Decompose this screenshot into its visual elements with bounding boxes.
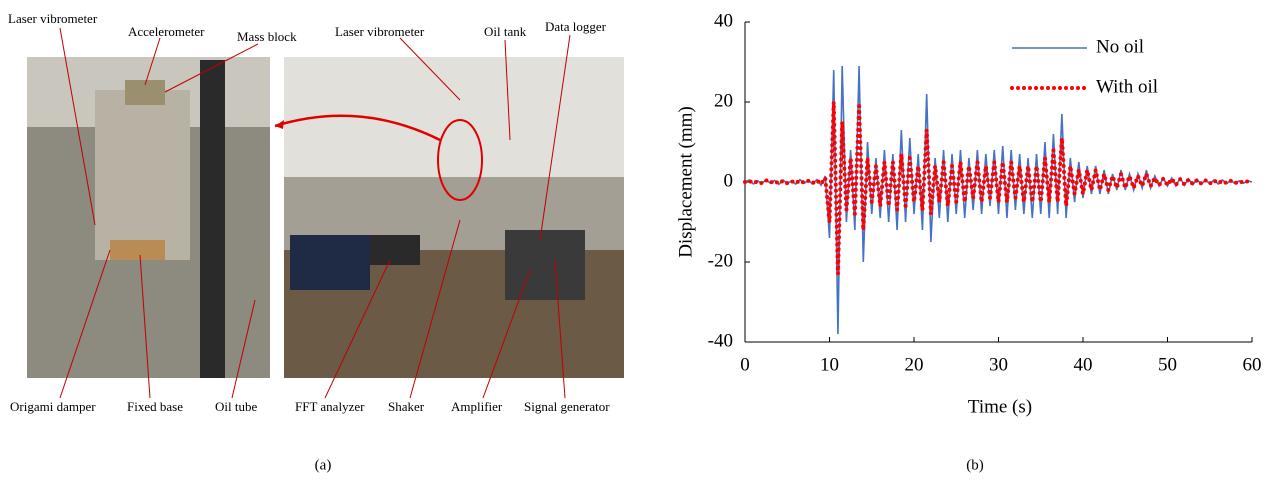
legend-label: With oil [1096, 76, 1158, 97]
arrow-head [275, 120, 284, 129]
caption: (b) [966, 457, 984, 473]
series-line [743, 101, 1254, 275]
tripod [200, 60, 225, 378]
x-tick-label: 30 [989, 354, 1008, 375]
fft-analyzer [370, 235, 420, 265]
photo-label: Fixed base [127, 399, 183, 414]
x-tick-label: 60 [1243, 354, 1262, 375]
damper-frame [95, 90, 190, 260]
leader-lines [59, 27, 571, 399]
y-tick-label: 20 [714, 90, 733, 111]
x-axis-label: Time (s) [968, 396, 1032, 417]
arrow [274, 114, 441, 142]
highlight-circle [437, 119, 483, 201]
photo-label: Oil tube [215, 399, 257, 414]
caption: (a) [315, 457, 332, 473]
photo-label: Mass block [237, 29, 297, 44]
legend-label: No oil [1096, 36, 1144, 57]
y-axis-label: Displacement (mm) [675, 106, 696, 257]
photo-label: Signal generator [524, 399, 610, 414]
photo-label: Accelerometer [128, 24, 205, 39]
laptop [290, 235, 370, 290]
x-tick-label: 40 [1074, 354, 1093, 375]
photo-label: Amplifier [451, 399, 503, 414]
x-tick-label: 10 [820, 354, 839, 375]
photo-label: Data logger [545, 19, 607, 34]
fixed-base-plate [110, 240, 165, 260]
y-tick-label: 0 [724, 170, 734, 191]
series-line [744, 65, 1253, 335]
y-tick-label: 40 [714, 10, 733, 31]
photo-label: Origami damper [10, 399, 96, 414]
x-tick-label: 0 [740, 354, 750, 375]
photo-label: FFT analyzer [295, 399, 365, 414]
x-tick-label: 20 [905, 354, 924, 375]
x-tick-label: 50 [1158, 354, 1177, 375]
photo-label: Laser vibrometer [8, 11, 98, 26]
y-tick-label: -40 [708, 330, 733, 351]
photo-label: Shaker [388, 399, 425, 414]
y-tick-label: -20 [708, 250, 733, 271]
photo-label: Laser vibrometer [335, 24, 425, 39]
photo-label: Oil tank [484, 24, 527, 39]
instruments [505, 230, 585, 300]
photo-panel [27, 57, 624, 378]
